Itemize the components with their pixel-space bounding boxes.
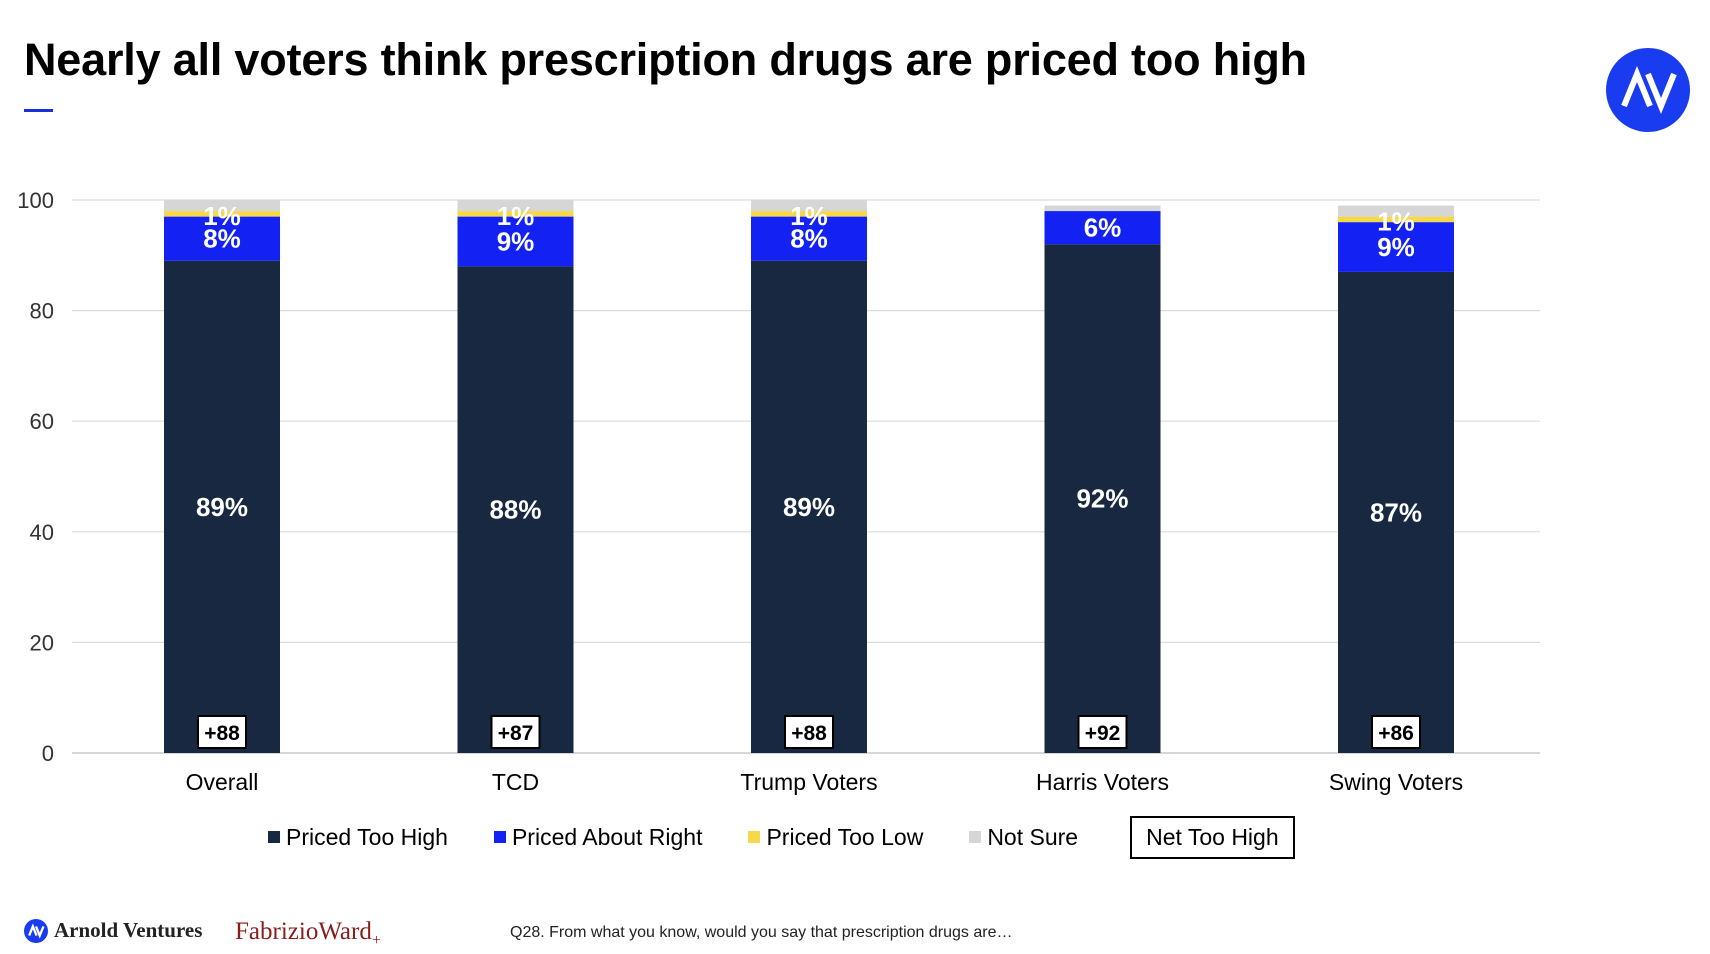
data-label-too-low: 1%	[790, 201, 828, 231]
net-label: +88	[791, 722, 827, 745]
page-title: Nearly all voters think prescription dru…	[24, 34, 1307, 85]
y-tick-label: 0	[42, 741, 54, 766]
bar-segment	[1338, 216, 1454, 223]
net-label: +88	[204, 722, 240, 745]
bar-segment	[751, 260, 867, 753]
legend-label-too-high: Priced Too High	[286, 823, 448, 850]
net-label-box	[197, 715, 247, 749]
y-tick-label: 20	[30, 630, 54, 655]
fabrizio-ward-brand: FabrizioWard+	[235, 918, 381, 950]
net-label-box	[490, 715, 541, 749]
bar-segment	[1338, 222, 1454, 272]
legend-item-about-right: Priced About Right	[493, 823, 703, 851]
net-label-box	[1371, 715, 1421, 749]
data-label-too-low: 1%	[497, 201, 535, 231]
bar-segment	[1338, 271, 1454, 753]
data-label-about-right: 6%	[1084, 213, 1122, 243]
net-label-box	[1077, 715, 1128, 749]
net-label: +87	[498, 722, 534, 745]
title-accent-line	[24, 109, 53, 112]
fabrizio-ward-label: FabrizioWard	[235, 918, 372, 945]
legend-swatch-too-high	[268, 831, 280, 843]
y-tick-label: 100	[17, 188, 54, 213]
arnold-ventures-label: Arnold Ventures	[54, 918, 203, 942]
fabrizio-ward-plus: +	[371, 932, 381, 949]
legend-item-too-high: Priced Too High	[268, 824, 448, 851]
y-tick-label: 60	[30, 409, 54, 434]
av-logo-icon	[1606, 48, 1690, 132]
x-tick-label: Harris Voters	[1036, 769, 1169, 795]
legend-label-too-low: Priced Too Low	[766, 823, 924, 850]
question-footnote: Q28. From what you know, would you say t…	[510, 924, 1013, 941]
bar-segment	[1044, 244, 1161, 754]
bar-segment	[751, 211, 867, 217]
legend-item-not-sure: Not Sure	[969, 824, 1078, 851]
data-label-too-high: 92%	[1076, 484, 1128, 514]
chart-legend: Priced Too High Priced About Right Price…	[268, 815, 1295, 859]
data-label-too-high: 87%	[1370, 497, 1422, 527]
bar-segment	[751, 216, 867, 261]
bar-segment	[457, 211, 574, 217]
bar-segment	[457, 216, 574, 267]
bar-segment	[751, 200, 867, 212]
legend-item-too-low: Priced Too Low	[748, 824, 923, 851]
x-tick-label: Overall	[186, 769, 259, 795]
legend-swatch-too-low	[748, 831, 761, 843]
bar-segment	[164, 260, 280, 753]
av-small-logo-icon	[24, 918, 48, 943]
arnold-ventures-brand: Arnold Ventures	[24, 918, 202, 943]
legend-item-net-too-high: Net Too High	[1130, 815, 1295, 859]
data-label-too-high: 89%	[783, 492, 835, 522]
bar-segment	[457, 200, 574, 212]
bar-segment	[1044, 205, 1161, 212]
x-tick-label: TCD	[492, 769, 539, 795]
legend-swatch-about-right	[493, 831, 506, 843]
legend-label-about-right: Priced About Right	[511, 823, 703, 850]
net-label-box	[784, 715, 834, 749]
data-label-too-high: 88%	[489, 495, 541, 525]
y-tick-label: 80	[30, 299, 54, 324]
net-label: +92	[1085, 722, 1121, 745]
y-tick-label: 40	[30, 520, 54, 545]
bar-segment	[164, 211, 280, 217]
x-tick-label: Swing Voters	[1329, 769, 1463, 795]
data-label-about-right: 9%	[1377, 232, 1415, 262]
data-label-too-low: 1%	[1377, 207, 1415, 237]
data-label-about-right: 9%	[497, 226, 535, 256]
legend-swatch-not-sure	[969, 831, 982, 843]
legend-label-not-sure: Not Sure	[987, 823, 1079, 850]
data-label-about-right: 8%	[790, 224, 828, 254]
bar-segment	[457, 266, 574, 753]
bar-segment	[164, 216, 280, 261]
x-tick-label: Trump Voters	[740, 769, 877, 795]
bar-segment	[1044, 211, 1161, 245]
data-label-too-high: 89%	[196, 492, 248, 522]
net-label: +86	[1378, 722, 1414, 745]
bar-segment	[164, 200, 280, 212]
data-label-too-low: 1%	[203, 201, 241, 231]
bar-segment	[1338, 205, 1454, 217]
data-label-about-right: 8%	[203, 224, 241, 254]
